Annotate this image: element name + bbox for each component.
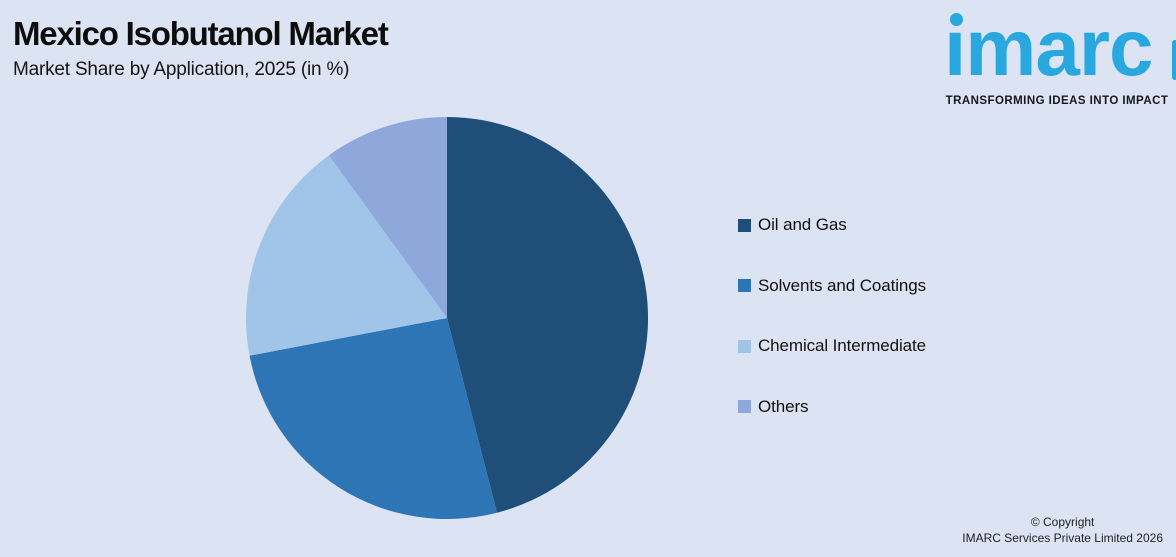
legend-label: Chemical Intermediate xyxy=(758,336,926,355)
logo-wordmark: ımarc xyxy=(944,3,1153,92)
legend-label: Others xyxy=(758,396,809,416)
header: Mexico Isobutanol Market Market Share by… xyxy=(13,14,389,82)
copyright-line1: © Copyright xyxy=(1030,515,1095,529)
imarc-logo: ımarc TRANSFORMING IDEAS INTO IMPACT xyxy=(944,0,1170,108)
legend-swatch-solvents-and-coatings xyxy=(738,279,751,292)
legend-swatch-oil-and-gas xyxy=(738,218,751,232)
legend-swatch-chemical-intermediate xyxy=(738,339,751,353)
copyright: © Copyright IMARC Services Private Limit… xyxy=(962,514,1163,546)
legend-item-solvents-and-coatings: Solvents and Coatings xyxy=(738,275,927,295)
legend-item-chemical-intermediate: Chemical Intermediate xyxy=(738,336,926,355)
pie-chart xyxy=(246,117,648,519)
legend: Oil and Gas Solvents and Coatings Chemic… xyxy=(738,215,927,458)
page-subtitle: Market Share by Application, 2025 (in %) xyxy=(13,59,350,80)
page-title: Mexico Isobutanol Market xyxy=(13,15,389,52)
legend-label: Oil and Gas xyxy=(758,215,847,234)
logo-i-dot-icon xyxy=(950,13,963,26)
pie-slice-solvents-and-coatings xyxy=(249,318,497,519)
pie-chart-area xyxy=(246,117,648,519)
pie-slice-others xyxy=(328,117,447,318)
copyright-line2: IMARC Services Private Limited 2026 xyxy=(962,531,1163,545)
pie-slice-oil-and-gas xyxy=(447,117,648,513)
logo-tagline: TRANSFORMING IDEAS INTO IMPACT xyxy=(945,95,1169,107)
legend-item-others: Others xyxy=(738,396,926,416)
logo-edge-mark-icon xyxy=(1172,40,1176,80)
legend-swatch-others xyxy=(738,400,751,413)
legend-item-oil-and-gas: Oil and Gas xyxy=(738,215,926,234)
pie-slice-chemical-intermediate xyxy=(246,155,447,356)
legend-label: Solvents and Coatings xyxy=(758,275,927,295)
